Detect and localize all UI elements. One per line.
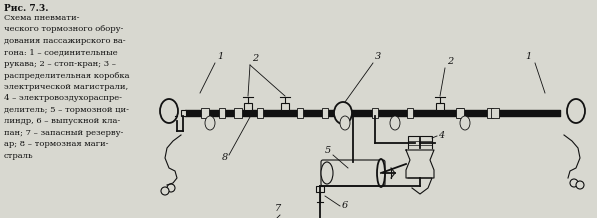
- Text: 8: 8: [222, 153, 228, 162]
- Bar: [436, 103, 444, 110]
- Circle shape: [576, 181, 584, 189]
- Text: 1: 1: [217, 52, 223, 61]
- Bar: [372, 108, 378, 118]
- Bar: [201, 108, 209, 118]
- Ellipse shape: [160, 99, 178, 123]
- Polygon shape: [406, 150, 434, 178]
- Text: дования пассажирского ва-: дования пассажирского ва-: [4, 37, 125, 45]
- Bar: [281, 103, 289, 110]
- Ellipse shape: [377, 159, 385, 187]
- Text: 3: 3: [375, 52, 381, 61]
- Text: рукава; 2 – стоп-кран; 3 –: рукава; 2 – стоп-кран; 3 –: [4, 60, 116, 68]
- Text: 2: 2: [447, 57, 453, 66]
- Ellipse shape: [567, 99, 585, 123]
- Bar: [219, 108, 225, 118]
- Bar: [244, 103, 252, 110]
- Polygon shape: [408, 178, 432, 194]
- Text: страль: страль: [4, 152, 33, 160]
- Text: Рис. 7.3.: Рис. 7.3.: [4, 4, 48, 13]
- Bar: [297, 108, 303, 118]
- Ellipse shape: [205, 116, 215, 130]
- Circle shape: [167, 184, 175, 192]
- Bar: [491, 108, 499, 118]
- Bar: [456, 108, 464, 118]
- Circle shape: [161, 187, 169, 195]
- Text: 4 – электровоздухораспре-: 4 – электровоздухораспре-: [4, 94, 122, 102]
- Ellipse shape: [460, 116, 470, 130]
- Text: ческого тормозного обору-: ческого тормозного обору-: [4, 26, 124, 34]
- Text: 6: 6: [342, 201, 348, 211]
- Text: 7: 7: [275, 204, 281, 213]
- Text: электрической магистрали,: электрической магистрали,: [4, 83, 128, 91]
- Bar: [257, 108, 263, 118]
- Bar: [487, 108, 493, 118]
- Ellipse shape: [390, 116, 400, 130]
- Bar: [234, 108, 242, 118]
- Text: пан; 7 – запасный резерву-: пан; 7 – запасный резерву-: [4, 129, 124, 137]
- Bar: [407, 108, 413, 118]
- Text: линдр, 6 – выпускной кла-: линдр, 6 – выпускной кла-: [4, 118, 120, 126]
- Bar: [408, 136, 432, 150]
- Ellipse shape: [334, 102, 352, 124]
- Text: 5: 5: [325, 146, 331, 155]
- Bar: [181, 110, 186, 116]
- Text: Схема пневмати-: Схема пневмати-: [4, 14, 79, 22]
- Polygon shape: [410, 139, 420, 147]
- Circle shape: [570, 179, 578, 187]
- Text: делитель; 5 – тормозной ци-: делитель; 5 – тормозной ци-: [4, 106, 129, 114]
- Text: гона: 1 – соединительные: гона: 1 – соединительные: [4, 48, 118, 56]
- Bar: [457, 108, 463, 118]
- Ellipse shape: [321, 162, 333, 184]
- FancyBboxPatch shape: [321, 160, 385, 186]
- Text: ар; 8 – тормозная маги-: ар; 8 – тормозная маги-: [4, 140, 109, 148]
- Bar: [316, 186, 324, 192]
- Text: 4: 4: [438, 131, 444, 140]
- Ellipse shape: [340, 116, 350, 130]
- Bar: [322, 108, 328, 118]
- Text: распределительная коробка: распределительная коробка: [4, 72, 130, 80]
- Text: 2: 2: [252, 54, 259, 63]
- Text: 1: 1: [526, 52, 532, 61]
